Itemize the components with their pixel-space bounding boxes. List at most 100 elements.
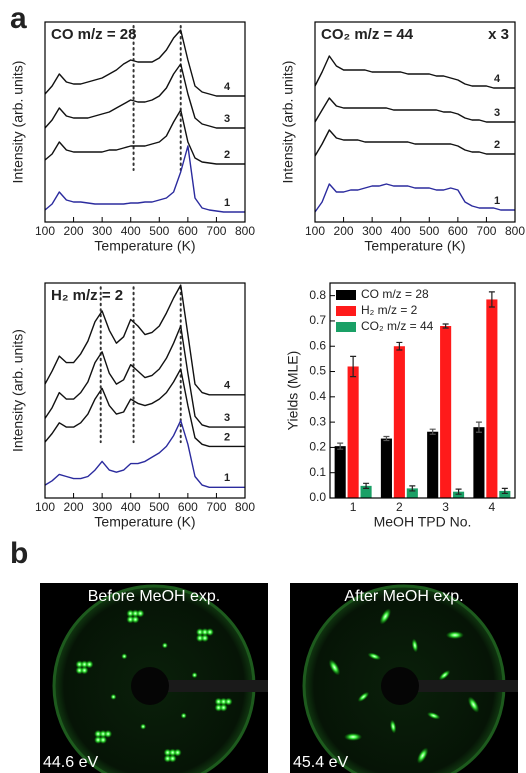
bar	[440, 326, 452, 498]
leed-spot	[411, 638, 419, 653]
y-axis-title: Intensity (arb. units)	[10, 61, 26, 184]
panel-title: CO m/z = 28	[51, 26, 136, 43]
y-tick-label: 0.6	[309, 338, 326, 352]
x-tick-label: 600	[448, 224, 468, 238]
x-axis-title: Temperature (K)	[94, 514, 195, 530]
x-tick-label: 200	[64, 224, 84, 238]
bar	[334, 446, 346, 498]
panel-title: CO₂ m/z = 44	[321, 26, 414, 43]
leed-spot	[467, 696, 480, 713]
error-bar	[475, 421, 482, 433]
x-axis-title: MeOH TPD No.	[374, 514, 472, 530]
x-tick-label: 600	[178, 224, 198, 238]
leed-spot	[200, 634, 209, 643]
leed-spot	[357, 691, 370, 702]
legend-swatch	[336, 290, 356, 300]
trace-label: 4	[224, 81, 231, 93]
bar	[453, 491, 465, 498]
panel-title: H₂ m/z = 2	[51, 287, 123, 304]
bar	[347, 366, 359, 498]
trace-label: 3	[224, 113, 230, 125]
x-axis-title: Temperature (K)	[94, 238, 195, 254]
leed-spot	[219, 703, 228, 712]
x-tick-label: 800	[235, 500, 255, 514]
leed-spot	[379, 608, 392, 625]
trace-label: 3	[494, 107, 500, 119]
legend-label: CO₂ m/z = 44	[361, 319, 434, 333]
y-tick-label: 0.4	[309, 389, 326, 403]
y-tick-label: 0.2	[309, 440, 326, 454]
trace	[44, 63, 245, 129]
x-tick-label: 600	[178, 500, 198, 514]
trace-label: 4	[494, 73, 501, 85]
plot-frame	[44, 21, 246, 223]
x-tick-label: 800	[505, 224, 525, 238]
trace	[44, 109, 245, 165]
leed-spot	[121, 653, 128, 660]
trace-label: 4	[224, 380, 231, 392]
x-tick-label: 500	[419, 224, 439, 238]
trace	[44, 368, 245, 448]
x-tick-label: 500	[149, 224, 169, 238]
leed-spot	[136, 609, 145, 618]
bar	[486, 299, 498, 498]
x-tick-label: 300	[362, 224, 382, 238]
leed-spot	[328, 659, 341, 676]
trace-label: 2	[224, 431, 230, 443]
legend-swatch	[336, 322, 356, 332]
x-tick-label: 300	[92, 224, 112, 238]
leed-spot	[99, 735, 108, 744]
trace	[44, 419, 245, 488]
y-tick-label: 0.3	[309, 414, 326, 428]
electron-gun-arm	[404, 680, 518, 692]
leed-spot	[389, 719, 397, 734]
trace	[314, 183, 515, 213]
leed-spot	[438, 670, 451, 681]
electron-gun-shadow	[131, 667, 169, 705]
leed-spot	[224, 697, 233, 706]
panel-label: b	[10, 537, 28, 570]
y-tick-label: 0.1	[309, 465, 326, 479]
trace-label: 1	[494, 195, 500, 207]
x-tick-label: 500	[149, 500, 169, 514]
legend-label: CO m/z = 28	[361, 287, 429, 301]
leed-spot	[161, 642, 168, 649]
x-tick-label: 4	[489, 500, 496, 514]
bar	[380, 438, 392, 498]
electron-gun-shadow	[381, 667, 419, 705]
trace-label: 3	[224, 412, 230, 424]
trace	[314, 97, 515, 123]
trace-label: 2	[224, 149, 230, 161]
x-tick-label: 100	[35, 500, 55, 514]
trace-label: 1	[224, 197, 230, 209]
error-bar	[350, 355, 357, 378]
leed-title: Before MeOH exp.	[88, 588, 221, 605]
legend-swatch	[336, 306, 356, 316]
trace	[44, 29, 245, 97]
leed-spot	[180, 712, 187, 719]
bar	[360, 485, 372, 498]
y-axis-title: Intensity (arb. units)	[10, 329, 26, 452]
error-bar	[396, 341, 403, 351]
leed-spot	[344, 732, 363, 741]
trace	[44, 145, 245, 213]
leed-energy: 45.4 eV	[293, 754, 348, 771]
x-tick-label: 100	[35, 224, 55, 238]
panel-label: a	[10, 2, 27, 35]
error-bar	[409, 485, 416, 492]
y-axis-title: Intensity (arb. units)	[280, 61, 296, 184]
error-bar	[455, 488, 462, 495]
y-tick-label: 0.8	[309, 288, 326, 302]
leed-spot	[191, 672, 198, 679]
trace-label: 2	[494, 139, 500, 151]
x-tick-label: 400	[121, 500, 141, 514]
leed-pattern	[75, 609, 233, 763]
bar	[393, 346, 405, 498]
x-tick-label: 400	[121, 224, 141, 238]
x-tick-label: 700	[476, 224, 496, 238]
x-tick-label: 800	[235, 224, 255, 238]
x-axis-title: Temperature (K)	[364, 238, 465, 254]
leed-energy: 44.6 eV	[43, 754, 98, 771]
y-tick-label: 0.5	[309, 364, 326, 378]
